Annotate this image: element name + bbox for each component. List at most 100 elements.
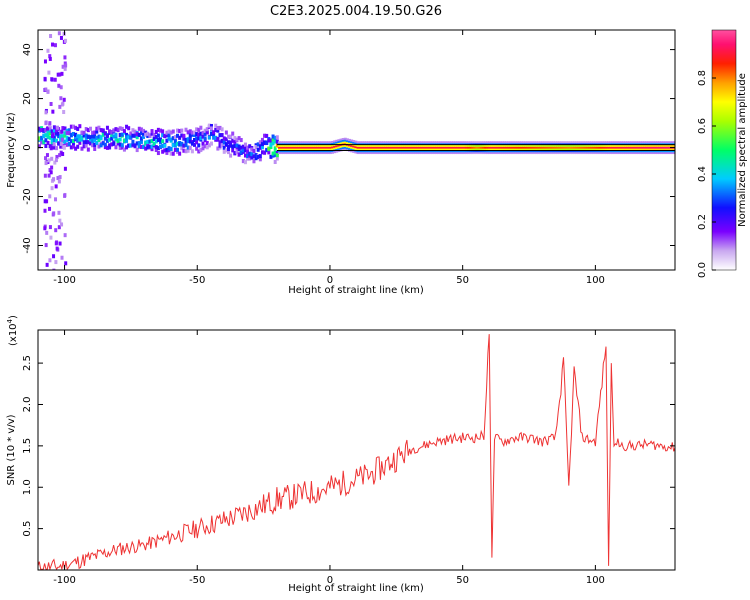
spectrogram-cell: [604, 146, 608, 149]
spectrogram-cell: [519, 144, 523, 147]
spectrogram-cell: [360, 144, 364, 147]
spectrogram-cell: [619, 144, 623, 147]
spectrogram-cell: [350, 150, 354, 153]
spectrogram-cell: [632, 152, 636, 155]
spectrogram-cell: [590, 144, 594, 147]
spectrogram-noise-cell: [52, 211, 56, 216]
spectrogram-cell: [570, 146, 574, 149]
spectrogram-cell: [226, 144, 230, 149]
spectrogram-cell: [282, 146, 286, 149]
spectrogram-cell: [159, 139, 163, 144]
spectrogram-cell: [415, 148, 419, 151]
spectrogram-cell: [273, 150, 277, 155]
spectrogram-cell: [118, 137, 122, 142]
spectrogram-cell: [564, 152, 568, 155]
spectrogram-cell: [566, 150, 570, 153]
spectrogram-cell: [437, 150, 441, 153]
spectrogram-cell: [500, 143, 504, 146]
spectrogram-cell: [320, 146, 324, 149]
spectrogram-cell: [318, 150, 322, 153]
spectrogram-cell: [479, 150, 483, 153]
spectrogram-cell: [350, 146, 354, 149]
spectrogram-cell: [464, 143, 468, 146]
spectrogram-cell: [541, 141, 545, 144]
spectrogram-cell: [505, 148, 509, 151]
spectrogram-cell: [335, 145, 339, 148]
spectrogram-cell: [568, 148, 572, 151]
spectrogram-cell: [388, 146, 392, 149]
spectrogram-cell: [632, 141, 636, 144]
spectrogram-cell: [311, 141, 315, 144]
spectrogram-cell: [316, 146, 320, 149]
spectrogram-cell: [273, 139, 277, 144]
spectrogram-cell: [71, 124, 75, 129]
spectrogram-cell: [524, 152, 528, 155]
spectrogram-cell: [607, 143, 611, 146]
spectrogram-cell: [598, 143, 602, 146]
spectrogram-cell: [418, 143, 422, 146]
spectrogram-cell: [596, 141, 600, 144]
spectrogram-cell: [486, 152, 490, 155]
spectrogram-cell: [630, 141, 634, 144]
spectrogram-cell: [290, 144, 294, 147]
spectrogram-cell: [103, 142, 107, 147]
spectrogram-cell: [86, 128, 90, 133]
spectrogram-cell: [224, 148, 228, 153]
spectrogram-cell: [362, 143, 366, 146]
svg-text:(x104): (x104): [6, 315, 19, 346]
spectrogram-cell: [345, 147, 349, 150]
spectrogram-cell: [449, 146, 453, 149]
spectrogram-cell: [583, 144, 587, 147]
spectrogram-cell: [664, 144, 668, 147]
spectrogram-cell: [562, 150, 566, 153]
spectrogram-cell: [615, 148, 619, 151]
spectrogram-cell: [621, 152, 625, 155]
spectrogram-cell: [362, 141, 366, 144]
spectrogram-cell: [299, 152, 303, 155]
spectrogram-cell: [483, 141, 487, 144]
spectrogram-cell: [647, 146, 651, 149]
spectrogram-cell: [539, 144, 543, 147]
spectrogram-cell: [624, 141, 628, 144]
spectrogram-cell: [318, 144, 322, 147]
spectrogram-cell: [558, 150, 562, 153]
spectrogram-cell: [609, 144, 613, 147]
spectrogram-cell: [386, 148, 390, 151]
spectrogram-cell: [48, 131, 52, 136]
spectrogram-cell: [169, 130, 173, 135]
spectrogram-cell: [186, 130, 190, 135]
spectrogram-cell: [638, 144, 642, 147]
spectrogram-cell: [481, 144, 485, 147]
spectrogram-cell: [303, 143, 307, 146]
spectrogram-cell: [566, 143, 570, 146]
spectrogram-cell: [352, 140, 356, 143]
spectrogram-cell: [216, 128, 220, 133]
spectrogram-cell: [668, 148, 672, 151]
spectrogram-noise-cell: [44, 87, 48, 92]
spectrogram-y-tick-label: 0: [22, 144, 33, 150]
spectrogram-cell: [634, 141, 638, 144]
spectrogram-cell: [604, 148, 608, 151]
spectrogram-cell: [579, 143, 583, 146]
spectrogram-cell: [613, 152, 617, 155]
spectrogram-cell: [331, 144, 335, 147]
spectrogram-noise-cell: [51, 42, 55, 47]
spectrogram-cell: [634, 146, 638, 149]
spectrogram-cell: [307, 144, 311, 147]
spectrogram-cell: [292, 152, 296, 155]
spectrogram-cell: [492, 150, 496, 153]
spectrogram-cell: [486, 146, 490, 149]
spectrogram-cell: [320, 148, 324, 151]
spectrogram-cell: [320, 144, 324, 147]
spectrogram-cell: [311, 152, 315, 155]
spectrogram-cell: [401, 152, 405, 155]
spectrogram-cell: [634, 148, 638, 151]
spectrogram-cell: [471, 144, 475, 147]
spectrogram-cell: [594, 150, 598, 153]
spectrogram-cell: [280, 148, 284, 151]
spectrogram-cell: [500, 146, 504, 149]
spectrogram-cell: [532, 150, 536, 153]
spectrogram-cell: [178, 135, 182, 140]
spectrogram-cell: [137, 132, 141, 137]
spectrogram-cell: [405, 148, 409, 151]
